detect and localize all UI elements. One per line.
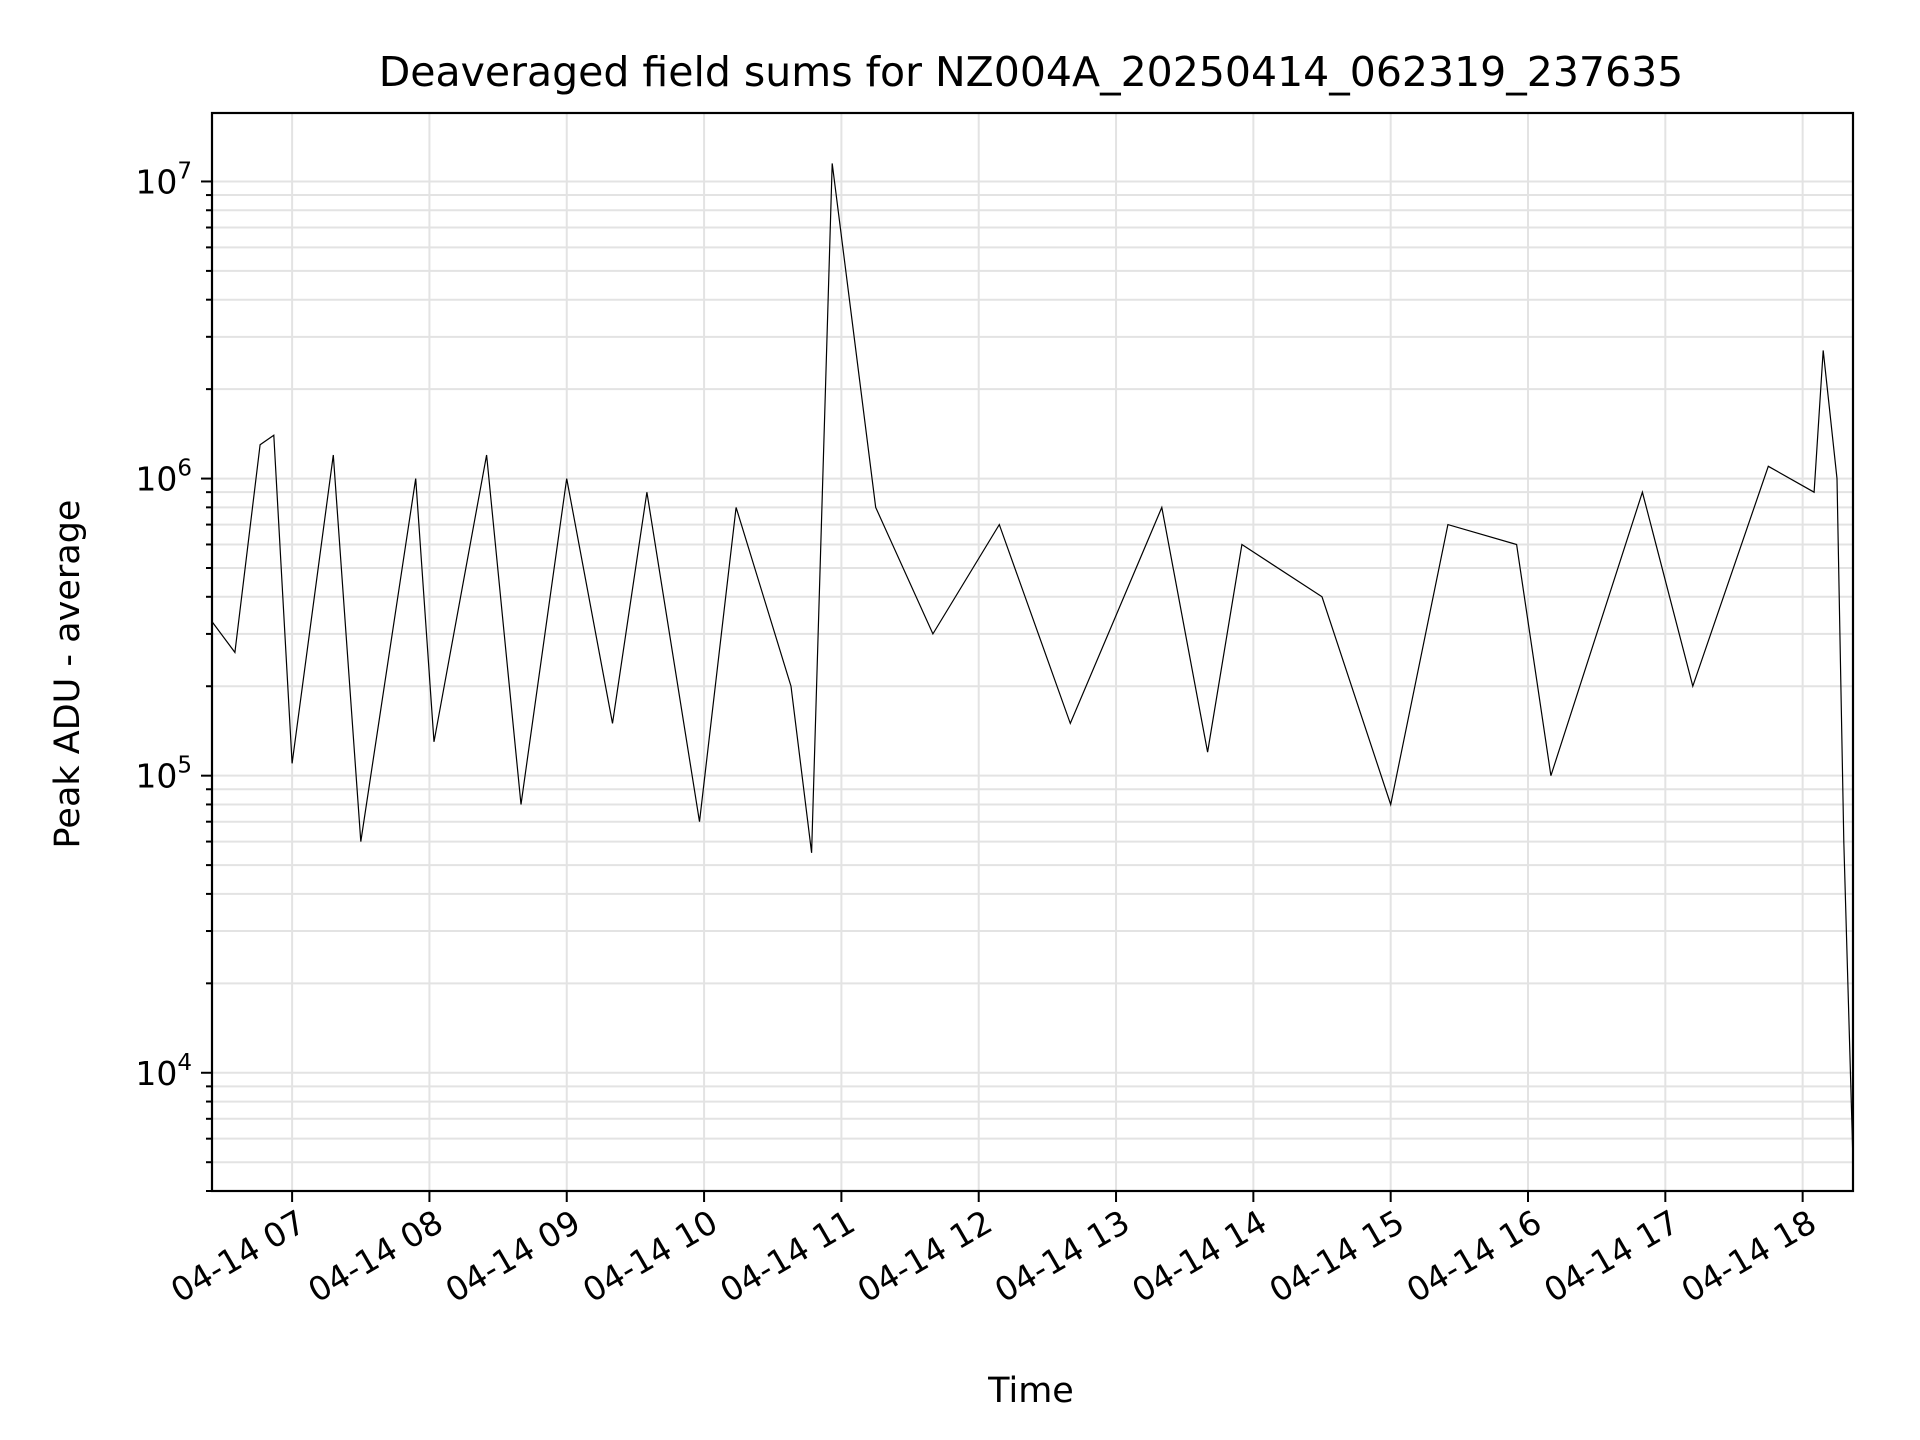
x-tick-label: 04-14 18 xyxy=(1675,1202,1823,1310)
series-line xyxy=(211,163,1854,1163)
x-tick-label: 04-14 07 xyxy=(164,1202,312,1310)
x-tick-label: 04-14 08 xyxy=(301,1202,449,1310)
x-tick-label: 04-14 17 xyxy=(1537,1202,1685,1310)
y-tick-label: 104 xyxy=(135,1050,192,1093)
x-tick-label: 04-14 15 xyxy=(1263,1202,1411,1310)
y-tick-label: 105 xyxy=(135,753,192,796)
x-tick-label: 04-14 13 xyxy=(988,1202,1136,1310)
x-tick-label: 04-14 16 xyxy=(1400,1202,1548,1310)
x-tick-label: 04-14 11 xyxy=(713,1202,861,1310)
x-tick-label: 04-14 14 xyxy=(1125,1202,1273,1310)
x-tick-label: 04-14 09 xyxy=(439,1202,587,1310)
x-tick-label: 04-14 10 xyxy=(576,1202,724,1310)
x-tick-label: 04-14 12 xyxy=(851,1202,999,1310)
y-tick-label: 107 xyxy=(135,158,192,201)
y-axis: 104 105 106 107 xyxy=(135,158,212,1192)
plot-area-frame xyxy=(210,111,1855,1193)
grid xyxy=(212,113,1853,1192)
y-axis-label: Peak ADU - average xyxy=(48,500,88,849)
x-axis-label: Time xyxy=(987,1371,1074,1411)
y-tick-label: 106 xyxy=(135,456,192,499)
chart-title: Deaveraged field sums for NZ004A_2025041… xyxy=(379,48,1684,96)
